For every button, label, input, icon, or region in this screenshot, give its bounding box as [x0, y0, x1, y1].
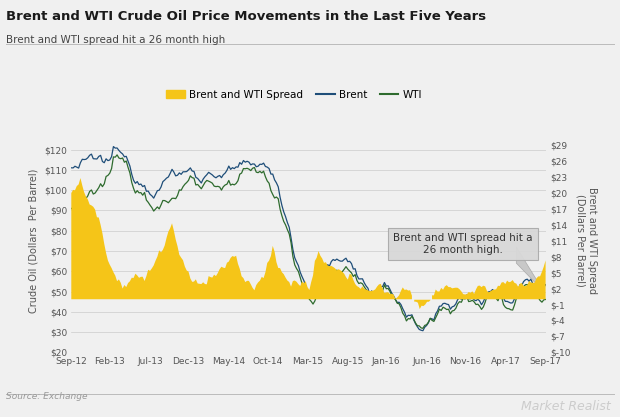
Text: Brent and WTI Crude Oil Price Movements in the Last Five Years: Brent and WTI Crude Oil Price Movements … — [6, 10, 486, 23]
Text: Market Realist: Market Realist — [521, 400, 611, 413]
Polygon shape — [516, 247, 544, 291]
Y-axis label: Brent and WTI Spread
(Dollars Per Barrel): Brent and WTI Spread (Dollars Per Barrel… — [576, 187, 598, 294]
Legend: Brent and WTI Spread, Brent, WTI: Brent and WTI Spread, Brent, WTI — [162, 85, 426, 104]
Text: Brent and WTI spread hit a 26 month high: Brent and WTI spread hit a 26 month high — [6, 35, 226, 45]
Text: Source: Exchange: Source: Exchange — [6, 392, 87, 401]
Text: Brent and WTI spread hit a
26 month high.: Brent and WTI spread hit a 26 month high… — [394, 233, 533, 255]
Y-axis label: Crude Oil (Dollars  Per Barrel): Crude Oil (Dollars Per Barrel) — [29, 168, 38, 313]
